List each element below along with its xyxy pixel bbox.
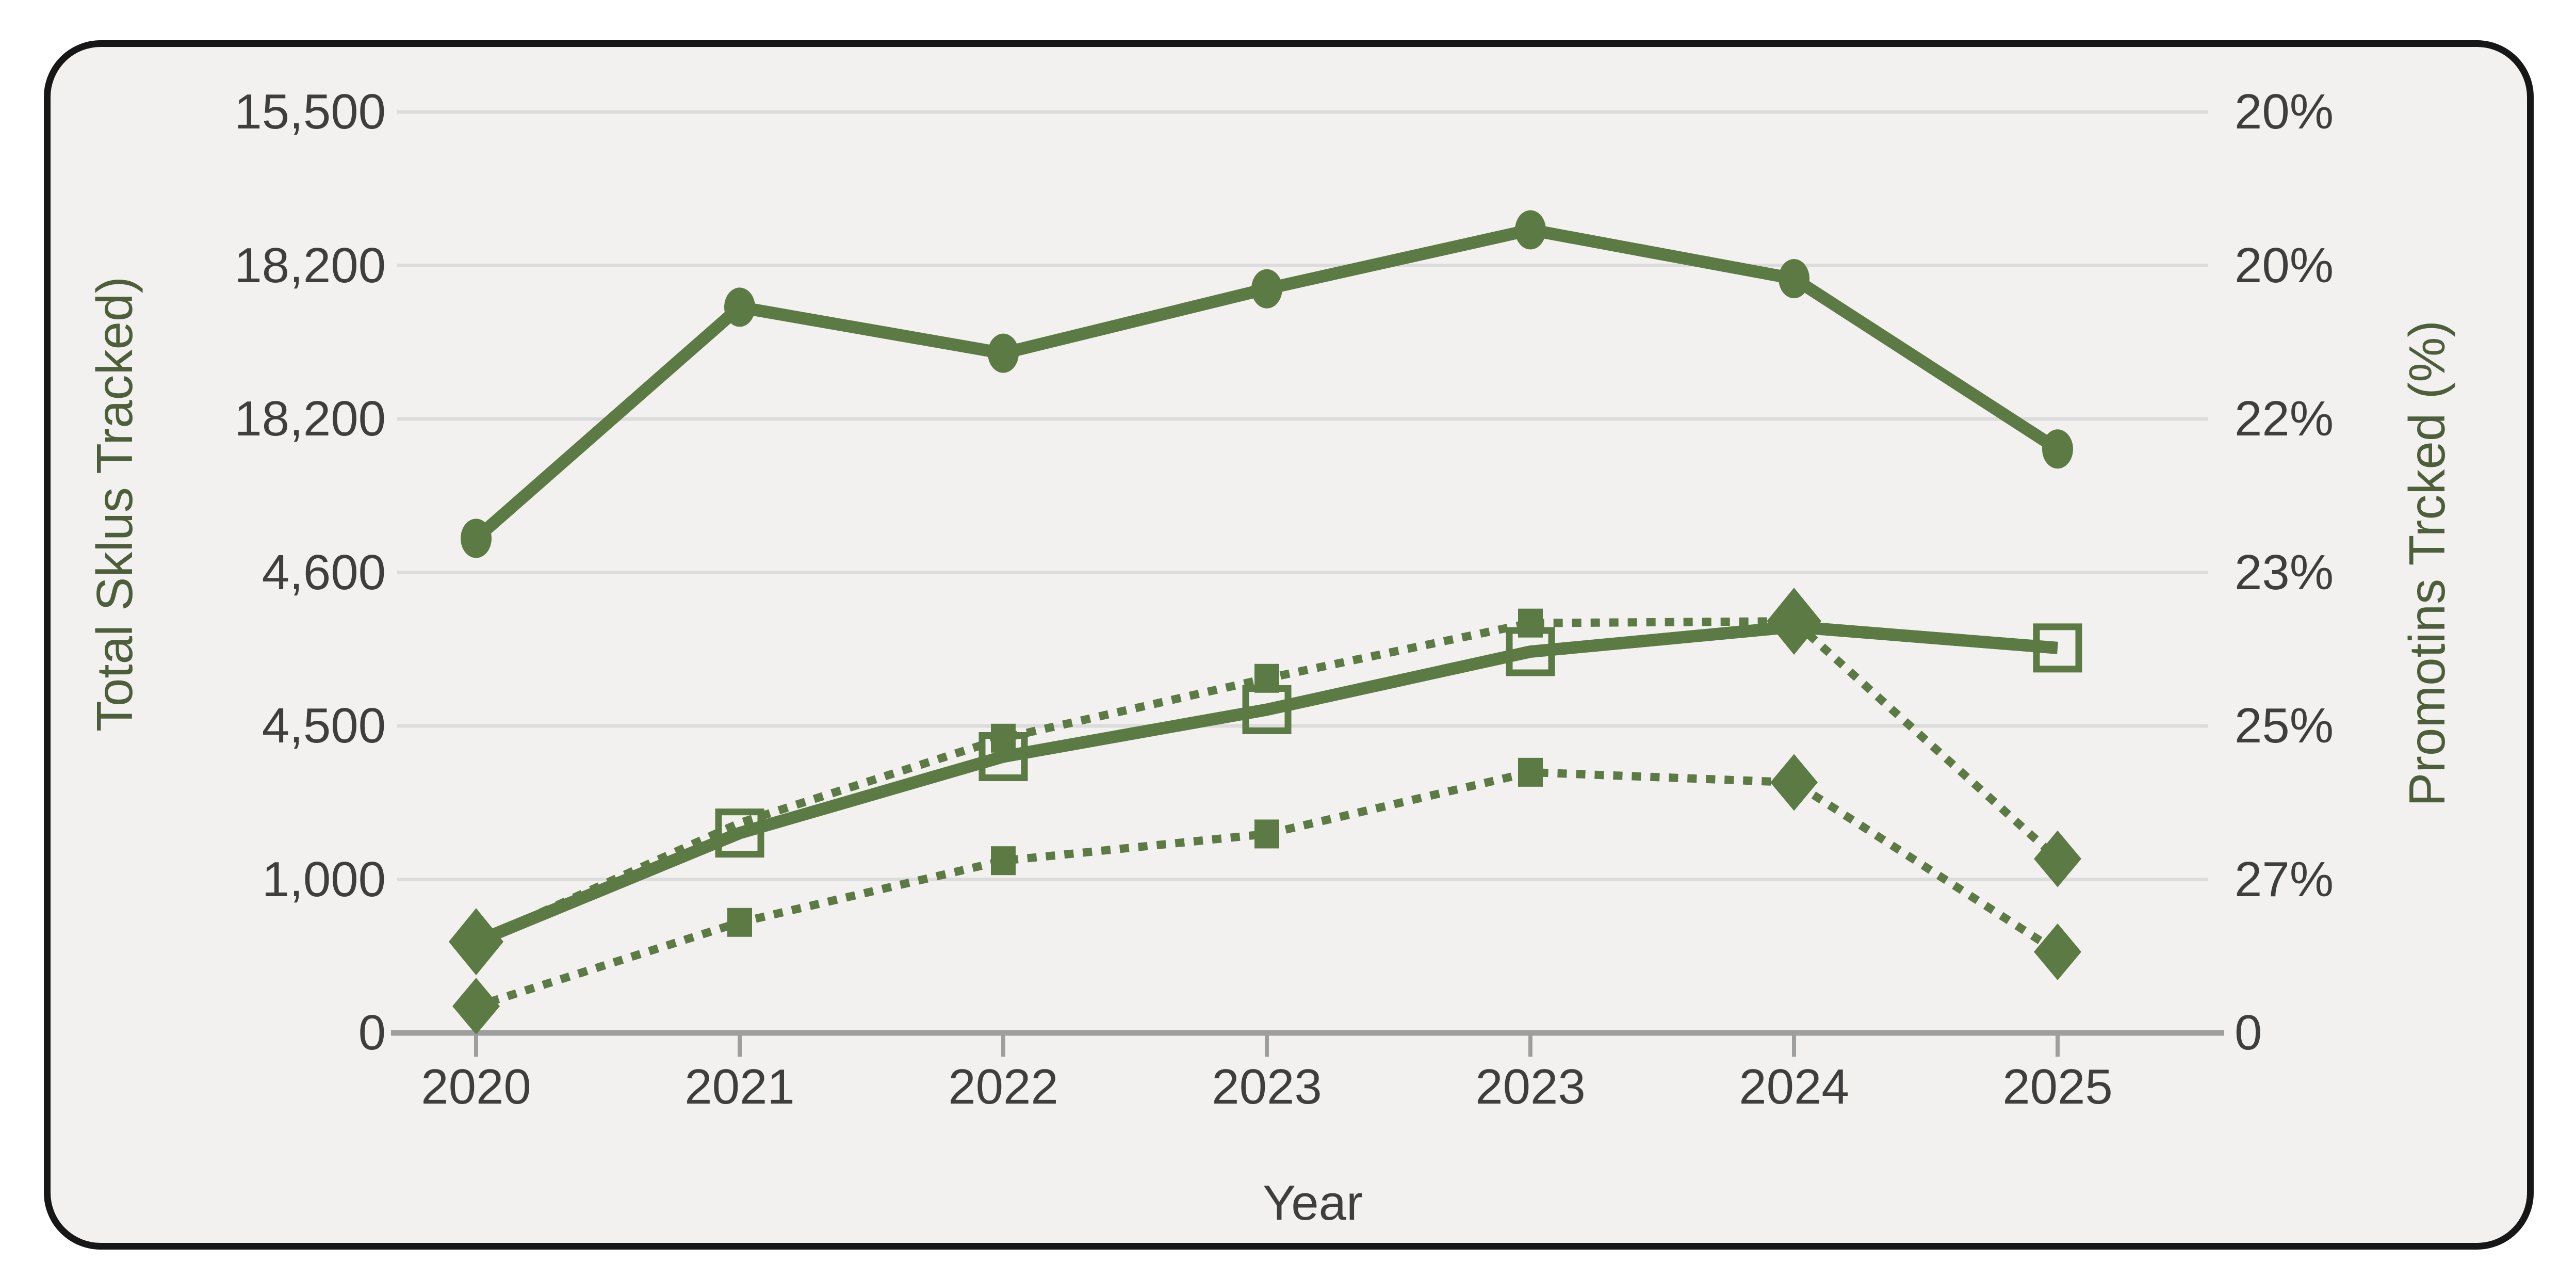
x-tick-label: 2023 [1475,1059,1586,1114]
x-tick-label: 2025 [2002,1059,2113,1114]
marker-square-upper-dotted-square-diamond-line [1254,663,1279,693]
x-tick-label: 2022 [948,1059,1058,1114]
y-right-tick-label: 27% [2235,851,2334,907]
marker-square-lower-dotted-square-diamond-line [1518,757,1543,787]
marker-diamond-lg-upper-dotted-square-diamond-line [449,908,503,976]
marker-circle-total-skus-circle-line [461,519,492,558]
marker-diamond-lg-upper-dotted-square-diamond-line [1767,588,1821,655]
y-right-tick-label: 20% [2235,237,2334,293]
y-left-tick-label: 1,000 [262,851,386,907]
y-axis-left-title: Total Sklus Tracked) [86,276,143,732]
marker-circle-total-skus-circle-line [1779,259,1809,299]
marker-diamond-lower-dotted-square-diamond-line [2034,923,2081,980]
y-right-tick-label: 25% [2235,698,2334,753]
y-left-tick-label: 4,500 [262,698,386,753]
marker-open-square-mid-solid-open-square-line [2033,623,2082,673]
marker-diamond-lower-dotted-square-diamond-line [1770,754,1818,811]
x-tick-label: 2023 [1212,1059,1322,1114]
y-axis-right-title: Promotins Trcked (%) [2399,320,2455,807]
marker-diamond-upper-dotted-square-diamond-line [2034,830,2081,887]
y-left-tick-label: 15,500 [234,84,386,139]
marker-circle-total-skus-circle-line [1251,269,1282,309]
marker-square-lower-dotted-square-diamond-line [991,846,1016,876]
marker-diamond-lower-dotted-square-diamond-line [452,978,500,1035]
y-right-tick-label: 0 [2235,1005,2262,1060]
marker-square-upper-dotted-square-diamond-line [991,723,1016,753]
y-left-tick-label: 18,200 [234,237,386,293]
x-axis-title: Year [1263,1175,1363,1231]
marker-square-lower-dotted-square-diamond-line [1254,819,1279,849]
marker-open-square-mid-solid-open-square-line [715,808,764,858]
marker-circle-total-skus-circle-line [1515,210,1546,250]
y-right-tick-label: 23% [2235,544,2334,600]
marker-circle-total-skus-circle-line [2042,429,2073,469]
y-right-tick-label: 20% [2235,84,2334,139]
x-tick-label: 2021 [684,1059,795,1114]
x-tick-label: 2024 [1739,1059,1849,1114]
series-line-lower-dotted-square-diamond-line [470,768,2064,1012]
chart-card [44,40,2534,1250]
marker-circle-total-skus-circle-line [988,333,1019,373]
y-left-tick-label: 0 [358,1005,386,1060]
y-right-tick-label: 22% [2235,391,2334,446]
y-left-tick-label: 18,200 [234,391,386,446]
marker-square-upper-dotted-square-diamond-line [1518,608,1543,638]
x-tick-label: 2020 [421,1059,531,1114]
marker-square-lower-dotted-square-diamond-line [727,908,752,937]
marker-circle-total-skus-circle-line [724,287,755,327]
y-left-tick-label: 4,600 [262,544,386,600]
